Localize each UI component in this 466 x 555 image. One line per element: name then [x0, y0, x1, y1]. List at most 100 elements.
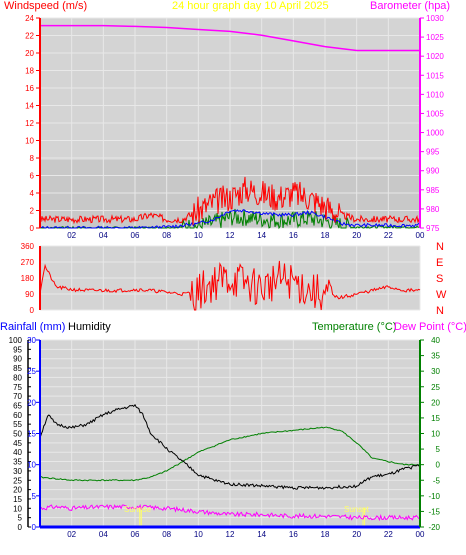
- rainfall-tick-label: 20: [27, 398, 36, 407]
- chart-title: 24 hour graph day 10 April 2025: [172, 0, 329, 12]
- barometer-axis-title: Barometer (hpa): [370, 0, 450, 12]
- x-tick-label: 02: [67, 530, 76, 539]
- sunrise-label: Sunrise: [124, 505, 152, 514]
- x-tick-label: 08: [162, 530, 171, 539]
- temperature-tick-label: 20: [431, 398, 440, 407]
- humidity-tick-label: 55: [13, 420, 22, 429]
- rainfall-tick-label: 30: [27, 336, 36, 345]
- direction-tick-label: 90: [25, 290, 34, 299]
- x-tick-label: 00: [416, 530, 425, 539]
- compass-tick-label: E: [436, 257, 443, 269]
- windspeed-tick-label: 16: [25, 84, 34, 93]
- humidity-tick-label: 95: [13, 345, 22, 354]
- rainfall-axis-title: Rainfall (mm): [0, 321, 65, 333]
- x-tick-label: 08: [162, 231, 171, 240]
- compass-tick-label: S: [436, 273, 443, 285]
- humidity-tick-label: 90: [13, 355, 22, 364]
- x-tick-label: 20: [352, 530, 361, 539]
- x-tick-label: 22: [384, 231, 393, 240]
- barometer-tick-label: 1015: [426, 71, 444, 80]
- humidity-tick-label: 15: [13, 495, 22, 504]
- compass-tick-label: W: [436, 289, 447, 301]
- humidity-tick-label: 45: [13, 439, 22, 448]
- windspeed-tick-label: 20: [25, 49, 34, 58]
- x-tick-label: 12: [226, 231, 235, 240]
- humidity-axis-title: Humidity: [68, 321, 111, 333]
- windspeed-tick-label: 10: [25, 137, 34, 146]
- barometer-tick-label: 1005: [426, 109, 444, 118]
- rainfall-tick-label: 25: [27, 367, 36, 376]
- barometer-tick-label: 980: [426, 205, 440, 214]
- temp-humidity-grid: [40, 339, 421, 528]
- dewpoint-axis-title: Dew Point (°C): [394, 321, 466, 333]
- windspeed-line: [39, 176, 421, 226]
- x-tick-label: 10: [194, 530, 203, 539]
- direction-tick-label: 180: [21, 274, 35, 283]
- windspeed-tick-label: 12: [25, 119, 34, 128]
- x-tick-label: 18: [321, 530, 330, 539]
- dewpoint-line: [39, 503, 421, 522]
- humidity-tick-label: 5: [18, 514, 23, 523]
- windspeed-tick-label: 2: [30, 207, 35, 216]
- temperature-tick-label: -5: [433, 476, 441, 485]
- humidity-tick-label: 30: [13, 467, 22, 476]
- humidity-tick-label: 20: [13, 486, 22, 495]
- humidity-tick-label: 65: [13, 401, 22, 410]
- barometer-tick-label: 985: [426, 186, 440, 195]
- temperature-tick-label: -15: [428, 507, 440, 516]
- direction-tick-label: 360: [21, 242, 35, 251]
- temperature-tick-label: 5: [436, 445, 441, 454]
- windspeed-tick-label: 24: [25, 14, 34, 23]
- temp-humidity-series: [39, 403, 421, 529]
- temp-humidity-ticks: 02 04 06 08 10 12 14 16 18 20 22 000510152025303540…: [9, 336, 441, 539]
- direction-tick-label: 270: [21, 258, 35, 267]
- barometer-tick-label: 1020: [426, 52, 444, 61]
- rainfall-tick-label: 15: [27, 430, 36, 439]
- x-tick-label: 16: [289, 530, 298, 539]
- x-tick-label: 02: [67, 231, 76, 240]
- x-tick-label: 12: [226, 530, 235, 539]
- x-tick-label: 18: [321, 231, 330, 240]
- barometer-line: [40, 24, 420, 52]
- wind-direction-series: [39, 260, 421, 311]
- x-tick-label: 06: [131, 530, 140, 539]
- temperature-tick-label: -10: [428, 492, 440, 501]
- humidity-tick-label: 0: [18, 523, 23, 532]
- wind-baro-series: [39, 24, 421, 230]
- humidity-tick-label: 25: [13, 476, 22, 485]
- temperature-tick-label: 10: [431, 430, 440, 439]
- windspeed-tick-label: 22: [25, 32, 34, 41]
- barometer-tick-label: 995: [426, 148, 440, 157]
- humidity-tick-label: 35: [13, 458, 22, 467]
- wind-direction-line: [39, 260, 421, 311]
- barometer-tick-label: 1030: [426, 14, 444, 23]
- wind-baro-ticks: 02 04 06 08 10 12 14 16 18 20 22 000246810121416182…: [25, 14, 444, 240]
- windspeed-tick-label: 18: [25, 67, 34, 76]
- windspeed-tick-label: 0: [30, 224, 35, 233]
- temperature-tick-label: 0: [436, 461, 441, 470]
- temperature-tick-label: 30: [431, 367, 440, 376]
- compass-tick-label: N: [436, 241, 444, 253]
- compass-tick-label: N: [436, 305, 444, 317]
- x-tick-label: 10: [194, 231, 203, 240]
- windspeed-tick-label: 4: [30, 189, 35, 198]
- barometer-tick-label: 1025: [426, 33, 444, 42]
- barometer-tick-label: 990: [426, 167, 440, 176]
- humidity-tick-label: 40: [13, 448, 22, 457]
- rainfall-tick-label: 10: [27, 461, 36, 470]
- x-tick-label: 14: [257, 231, 266, 240]
- x-tick-label: 04: [99, 530, 108, 539]
- temperature-axis-title: Temperature (°C): [312, 321, 396, 333]
- humidity-tick-label: 75: [13, 383, 22, 392]
- humidity-tick-label: 60: [13, 411, 22, 420]
- humidity-tick-label: 100: [9, 336, 23, 345]
- humidity-tick-label: 50: [13, 430, 22, 439]
- temperature-tick-label: 25: [431, 383, 440, 392]
- humidity-tick-label: 85: [13, 364, 22, 373]
- humidity-tick-label: 10: [13, 504, 22, 513]
- windspeed-axis-title: Windspeed (m/s): [4, 0, 87, 12]
- humidity-line: [39, 403, 421, 490]
- rainfall-tick-label: 5: [32, 492, 37, 501]
- rainfall-tick-label: 0: [32, 523, 37, 532]
